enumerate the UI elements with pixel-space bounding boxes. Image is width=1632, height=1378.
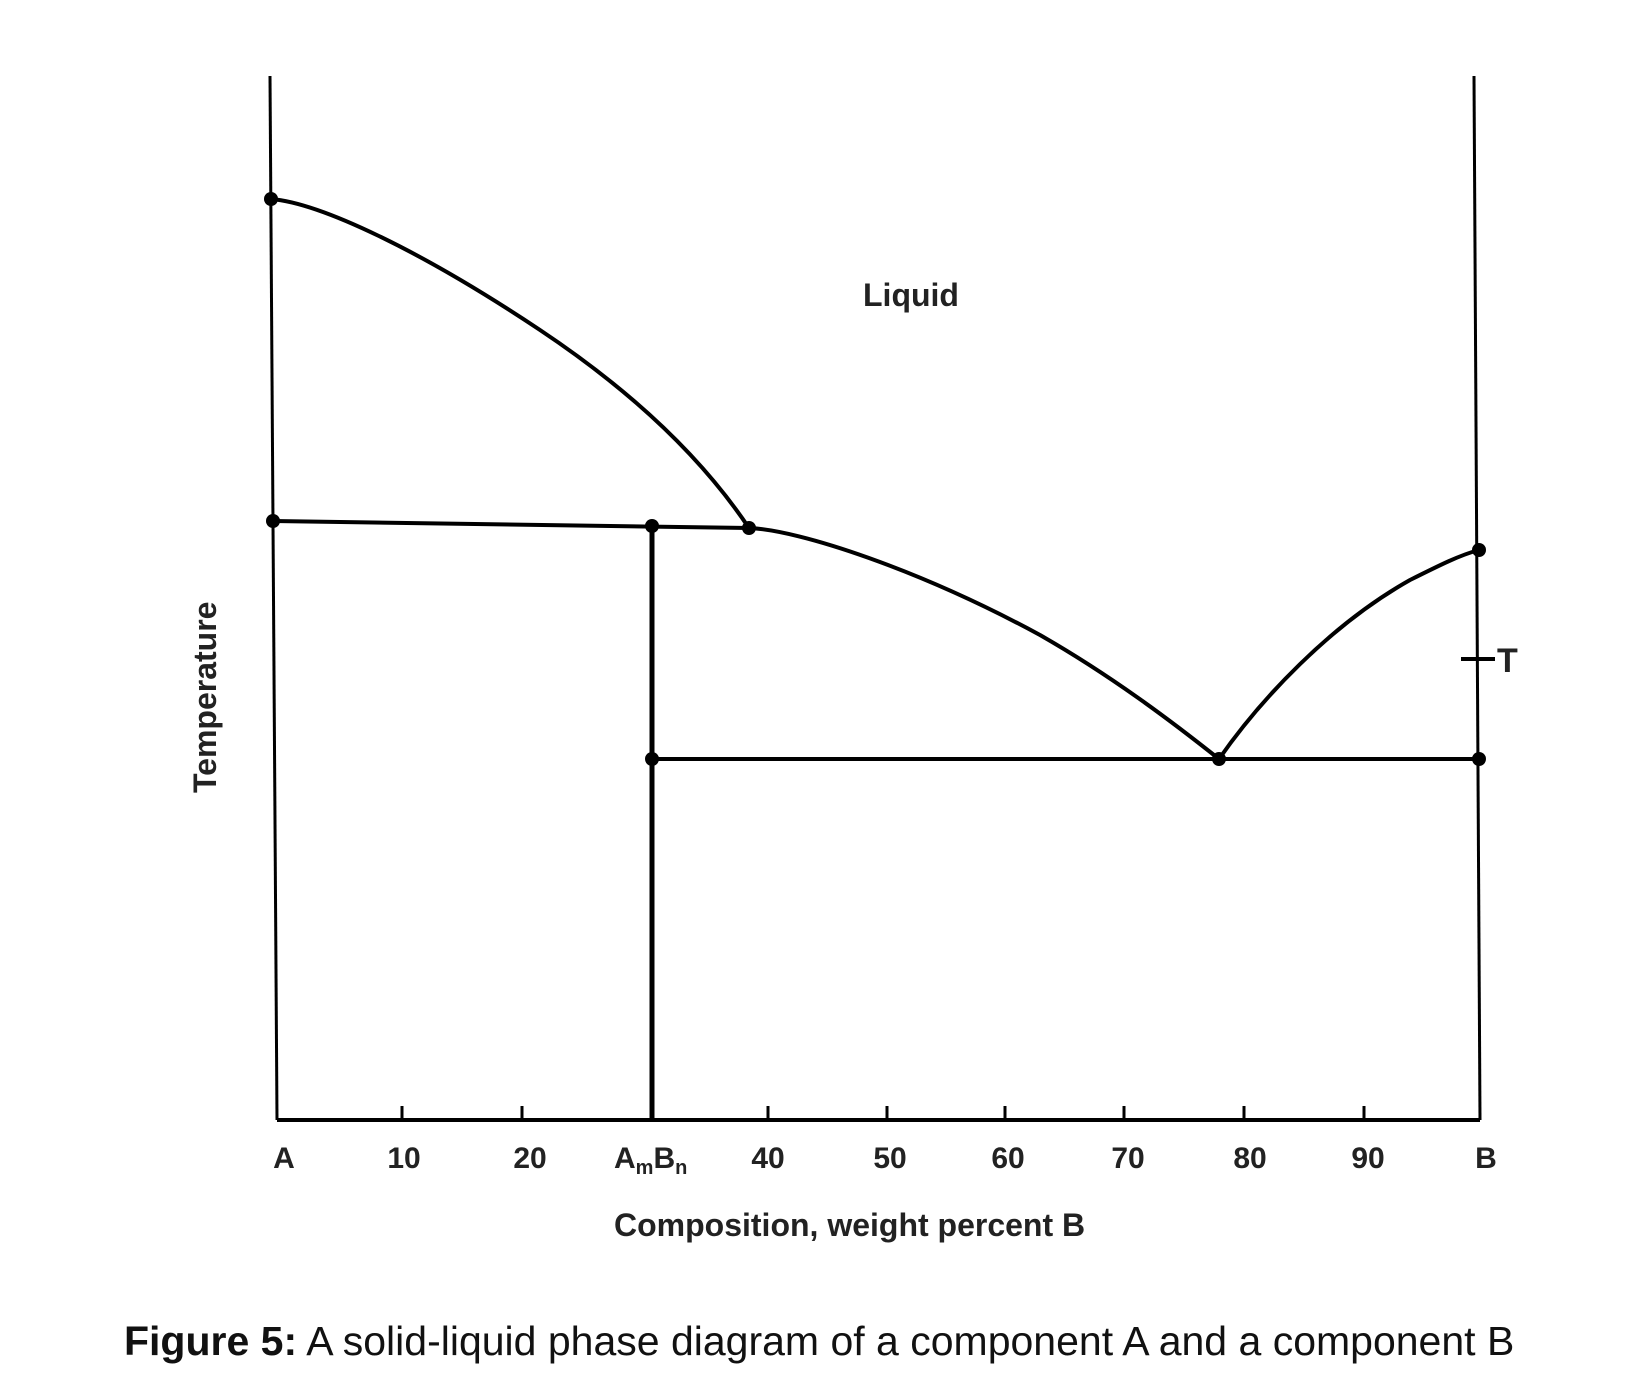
compound-label-n: n [675, 1157, 687, 1179]
x-tick-label-50: 50 [873, 1142, 906, 1175]
key-points [264, 192, 1486, 766]
right-axis-line [1472, 75, 1482, 1121]
left-axis-line [268, 75, 279, 1121]
liquid-region-label: Liquid [863, 277, 959, 313]
compound-label-a: A [614, 1142, 636, 1175]
x-tick-marks [400, 1106, 1366, 1120]
x-tick-label-40: 40 [751, 1142, 784, 1175]
compound-point [645, 519, 659, 533]
temperature-marker-label: T [1497, 642, 1518, 680]
eutectic-right-point [1472, 752, 1486, 766]
upper-horizontal-line [272, 519, 750, 530]
eutectic-point [1212, 752, 1226, 766]
liquidus-curve-b [1217, 548, 1480, 761]
figure-caption-prefix: Figure 5: [124, 1318, 298, 1364]
x-axis-label: Composition, weight percent B [614, 1207, 1085, 1243]
figure-caption: Figure 5: A solid-liquid phase diagram o… [124, 1318, 1514, 1365]
x-tick-label-20: 20 [513, 1142, 546, 1175]
x-tick-label-a: A [273, 1142, 295, 1175]
x-tick-label-90: 90 [1351, 1142, 1384, 1175]
peritectic-point [742, 521, 756, 535]
y-axis-label: Temperature [187, 602, 223, 793]
x-tick-label-b: B [1475, 1142, 1497, 1175]
x-tick-label-80: 80 [1233, 1142, 1266, 1175]
figure-caption-text: A solid-liquid phase diagram of a compon… [297, 1318, 1515, 1364]
compound-label-b: B [653, 1142, 675, 1175]
liquidus-curve-a [270, 197, 751, 530]
x-tick-label-70: 70 [1111, 1142, 1144, 1175]
compound-label-m: m [636, 1157, 654, 1179]
compound-eutectic-point [645, 752, 659, 766]
peritectic-left-point [266, 514, 280, 528]
compound-label: AmBn [614, 1142, 687, 1179]
melting-point-a [264, 192, 278, 206]
x-tick-label-60: 60 [991, 1142, 1024, 1175]
x-tick-label-10: 10 [387, 1142, 420, 1175]
liquidus-curve-middle [748, 526, 1221, 761]
melting-point-b [1472, 543, 1486, 557]
x-tick-labels: A 10 20 40 50 60 70 80 90 B AmBn [273, 1142, 1497, 1179]
